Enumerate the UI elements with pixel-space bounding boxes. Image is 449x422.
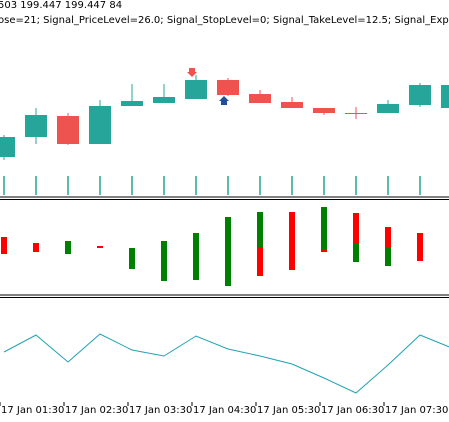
candle-body <box>409 85 431 105</box>
candle-body <box>89 106 111 144</box>
x-tick-label: 17 Jan 05:30 <box>257 405 320 416</box>
range-bar <box>129 248 135 269</box>
range-bar <box>225 217 231 286</box>
candle-body <box>377 104 399 113</box>
range-bar <box>161 241 167 281</box>
candle-body <box>313 108 335 113</box>
candle-body <box>185 80 207 99</box>
range-bar <box>65 241 71 254</box>
candle-body <box>25 115 47 137</box>
x-tick-label: 17 Jan 04:30 <box>193 405 256 416</box>
buy-arrow <box>219 96 229 105</box>
x-tick-label: 17 Jan 07:30 <box>385 405 448 416</box>
range-bar <box>257 212 263 247</box>
x-tick-label: 17 Jan 03:30 <box>129 405 192 416</box>
range-bar <box>97 246 103 248</box>
candle-body <box>217 80 239 95</box>
range-bar <box>193 233 199 280</box>
range-bar <box>33 243 39 252</box>
candle-body <box>441 85 449 108</box>
range-bar <box>321 250 327 252</box>
candle-body <box>345 113 367 114</box>
candle-body <box>249 94 271 103</box>
x-tick-label: 17 Jan 01:30 <box>1 405 64 416</box>
range-bar <box>385 227 391 247</box>
range-bar <box>1 237 7 254</box>
x-tick-label: 17 Jan 02:30 <box>65 405 128 416</box>
range-bar <box>353 243 359 262</box>
candle-body <box>57 116 79 144</box>
header-values: 503 199.447 199.447 84 <box>0 0 122 11</box>
range-bar <box>353 213 359 243</box>
range-bar <box>257 247 263 276</box>
header-params: ose=21; Signal_PriceLevel=26.0; Signal_S… <box>0 15 449 26</box>
range-bar <box>321 207 327 250</box>
indicator-line <box>3 333 449 394</box>
range-bar <box>289 212 295 270</box>
candle-body <box>153 97 175 103</box>
range-bar <box>417 233 423 261</box>
sell-arrow <box>187 68 197 77</box>
candle-body <box>121 101 143 106</box>
candle-body <box>0 137 15 157</box>
x-tick-label: 17 Jan 06:30 <box>321 405 384 416</box>
candle-body <box>281 102 303 108</box>
range-bar <box>385 247 391 266</box>
